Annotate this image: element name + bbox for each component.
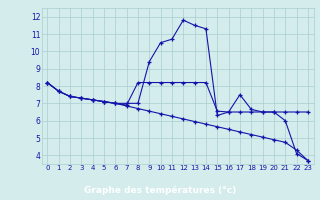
Text: Graphe des températures (°c): Graphe des températures (°c): [84, 185, 236, 195]
